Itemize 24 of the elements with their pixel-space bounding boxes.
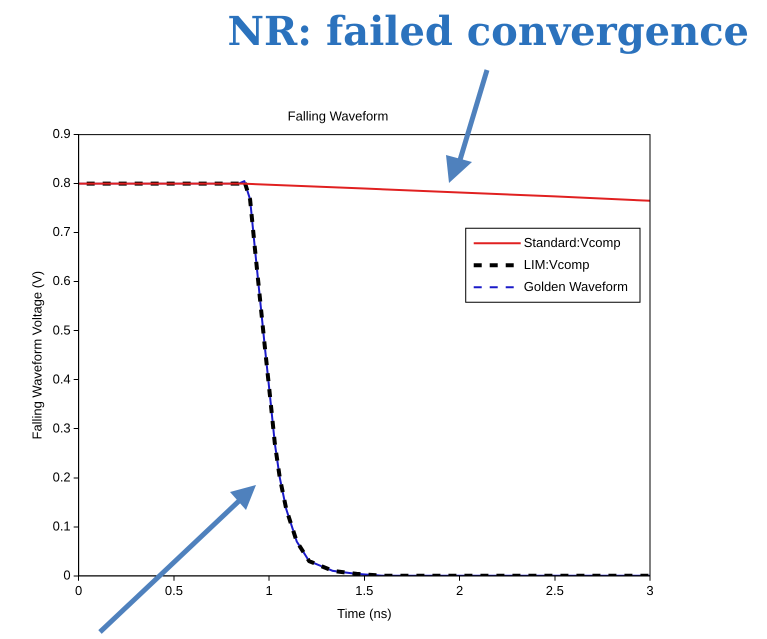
x-tick-label: 2 xyxy=(456,583,464,598)
y-tick-label: 0.4 xyxy=(52,371,71,386)
legend-label: Golden Waveform xyxy=(524,278,628,294)
y-tick-label: 0.1 xyxy=(52,518,71,534)
y-tick-label: 0 xyxy=(63,567,71,582)
x-tick-label: 3 xyxy=(646,583,654,598)
legend-label: Standard:Vcomp xyxy=(524,234,621,250)
y-tick-label: 0.6 xyxy=(52,273,71,288)
x-tick-label: 1.5 xyxy=(355,583,374,598)
legend-label: LIM:Vcomp xyxy=(524,256,590,272)
y-tick-label: 0.8 xyxy=(52,175,71,190)
chart-title: Falling Waveform xyxy=(288,108,388,124)
y-tick-label: 0.9 xyxy=(52,126,71,142)
x-tick-label: 0.5 xyxy=(164,583,183,598)
text: NR: failed convergence xyxy=(227,8,749,55)
x-tick-label: 2.5 xyxy=(546,583,564,598)
y-tick-label: 0.2 xyxy=(52,469,71,484)
y-tick-label: 0.7 xyxy=(52,224,71,240)
y-axis-title: Falling Waveform Voltage (V) xyxy=(29,270,44,440)
x-tick-label: 0 xyxy=(75,583,82,598)
y-tick-label: 0.5 xyxy=(52,322,71,338)
x-tick-label: 1 xyxy=(265,583,273,598)
x-axis-title: Time (ns) xyxy=(337,606,392,621)
y-tick-label: 0.3 xyxy=(52,420,71,436)
